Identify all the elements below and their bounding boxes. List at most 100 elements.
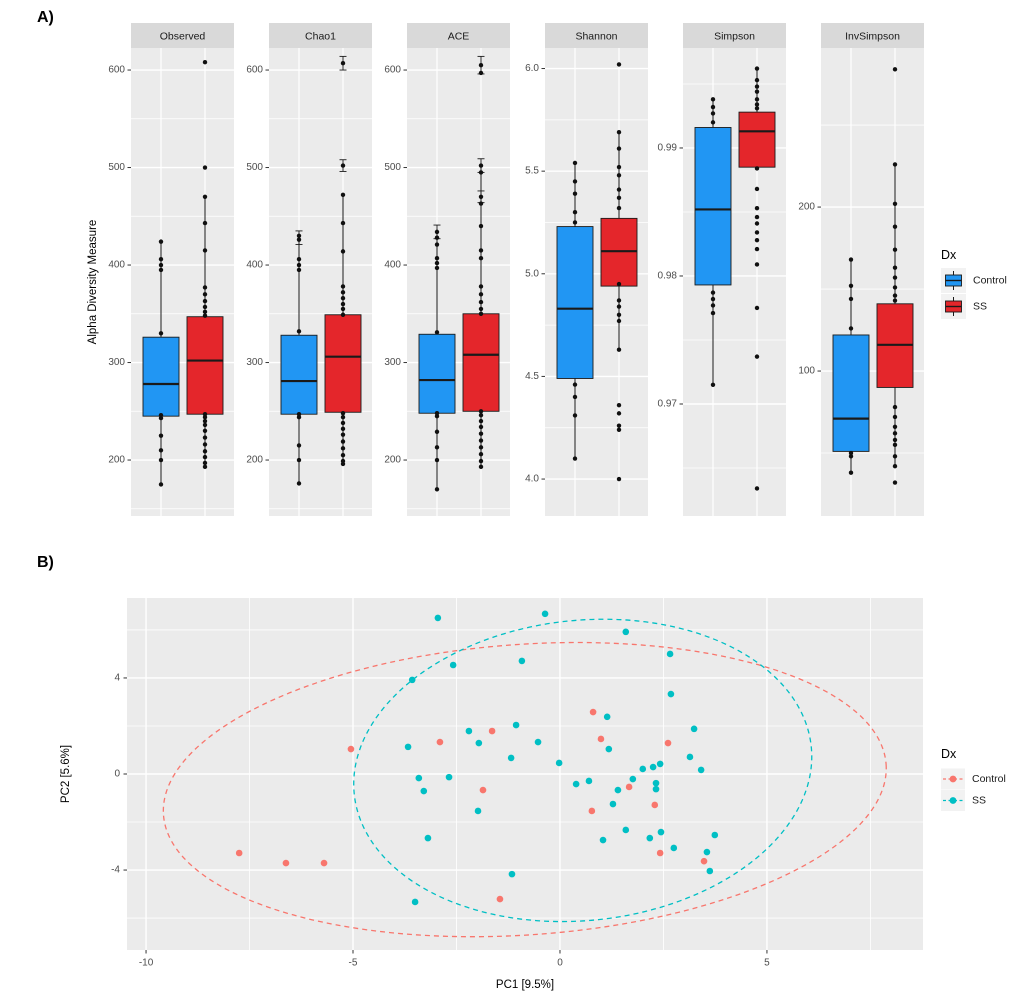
data-point — [512, 721, 520, 729]
y-tick-label: 4.0 — [525, 474, 539, 485]
legend-entry-control: Control — [941, 768, 1006, 790]
data-point — [754, 214, 760, 220]
box-iqr — [694, 127, 732, 286]
legend-dx-pca: Dx Control SS — [941, 747, 1006, 811]
data-point — [158, 433, 164, 438]
data-point — [572, 160, 578, 166]
facet-title: Chao1 — [305, 31, 336, 43]
legend-label: SS — [973, 301, 987, 313]
data-point — [202, 304, 208, 310]
data-point — [434, 242, 440, 247]
data-point — [478, 248, 484, 253]
data-point — [340, 301, 346, 307]
data-point — [652, 779, 660, 787]
data-point — [710, 97, 716, 102]
data-point — [434, 330, 440, 335]
y-tick-label: 5.0 — [525, 268, 539, 279]
data-point — [754, 354, 760, 359]
data-point — [478, 284, 484, 289]
data-point — [478, 445, 484, 450]
data-point — [202, 60, 208, 65]
data-point — [347, 745, 355, 753]
data-point — [754, 246, 760, 252]
y-tick-label: 500 — [108, 162, 125, 173]
box-iqr — [186, 316, 224, 415]
data-point — [434, 614, 442, 622]
data-point — [892, 247, 898, 252]
facet-title: ACE — [448, 31, 470, 43]
data-point — [667, 690, 675, 698]
data-point — [892, 431, 898, 436]
data-point — [686, 753, 694, 761]
data-point — [478, 256, 484, 261]
y-tick-label: 200 — [798, 202, 815, 213]
data-point — [572, 382, 578, 387]
x-tick-label: 0 — [557, 958, 563, 969]
data-point — [892, 298, 898, 303]
data-point — [202, 285, 208, 290]
data-point — [703, 848, 711, 856]
legend-dx-boxplot: Dx Control SS — [941, 248, 1007, 319]
data-point — [449, 661, 457, 669]
data-point — [202, 418, 208, 424]
data-point — [445, 773, 453, 781]
data-point — [572, 394, 578, 400]
y-tick-label: 5.5 — [525, 166, 539, 177]
y-tick-label: 400 — [246, 260, 263, 271]
data-point — [340, 163, 346, 168]
data-point — [848, 283, 854, 288]
data-point — [296, 457, 302, 463]
data-point — [202, 292, 208, 297]
facet-strip — [821, 23, 924, 48]
data-point — [296, 267, 302, 273]
box-iqr — [142, 336, 180, 417]
data-point — [616, 146, 622, 151]
data-point — [616, 205, 622, 211]
data-point — [158, 256, 164, 262]
data-point — [848, 326, 854, 331]
data-point — [892, 404, 898, 410]
data-point — [158, 457, 164, 463]
data-point — [508, 870, 516, 878]
data-point — [599, 836, 607, 844]
data-point — [892, 454, 898, 459]
confidence-ellipse-ss — [353, 618, 813, 923]
data-point — [478, 194, 484, 199]
data-point — [572, 456, 578, 461]
data-point — [754, 77, 760, 83]
data-point — [340, 420, 346, 426]
data-point — [158, 239, 164, 244]
y-tick-label: 500 — [246, 162, 263, 173]
facet-strip — [269, 23, 372, 48]
y-tick-label: 4 — [114, 672, 120, 683]
data-point — [475, 739, 483, 747]
facet-Shannon: Shannon 4.0 4.5 5.0 5.5 6.0 — [525, 23, 648, 516]
data-point — [478, 311, 484, 316]
data-point — [415, 774, 423, 782]
data-point — [235, 849, 243, 857]
data-point — [478, 299, 484, 305]
y-tick-label: 0.99 — [658, 142, 678, 153]
data-point — [892, 67, 898, 72]
legend-key-point — [949, 775, 957, 783]
data-point — [340, 439, 346, 444]
legend-label: Control — [972, 773, 1006, 785]
facet-title: Simpson — [714, 31, 755, 43]
data-point — [892, 285, 898, 290]
facet-title: Shannon — [575, 31, 617, 43]
data-point — [616, 62, 622, 67]
data-point — [158, 415, 164, 421]
legend-entry-ss: SS — [941, 790, 986, 811]
data-point — [478, 292, 484, 297]
y-tick-label: 200 — [108, 455, 125, 466]
data-point — [541, 610, 549, 618]
legend-entry-control: Control — [941, 268, 1007, 293]
facet-Observed: Observed 200 300 400 500 600 — [108, 23, 234, 516]
data-point — [158, 448, 164, 453]
data-point — [340, 414, 346, 420]
boxplot-shannon-control — [556, 160, 594, 461]
data-point — [848, 450, 854, 456]
boxplot-simpson-ss — [738, 66, 776, 491]
data-point — [202, 194, 208, 199]
boxplot-observed-ss — [186, 60, 224, 470]
